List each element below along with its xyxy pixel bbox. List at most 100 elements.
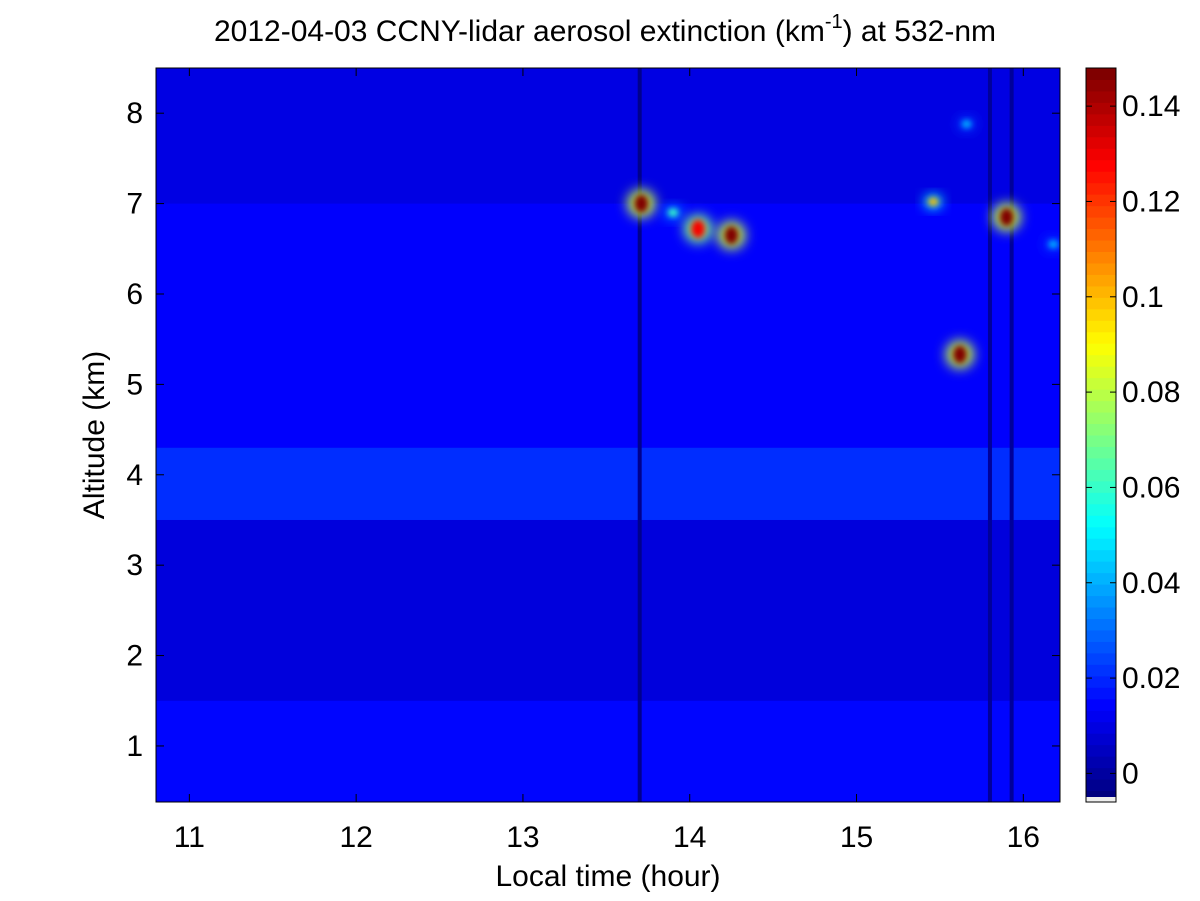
colorbar-tick-label: 0.12 (1122, 185, 1180, 218)
colorbar-swatch (1086, 194, 1116, 207)
colorbar-swatch (1086, 629, 1116, 642)
colorbar-swatch (1086, 251, 1116, 264)
colorbar-swatch (1086, 366, 1116, 379)
colorbar-swatch (1086, 400, 1116, 413)
colorbar-swatch (1086, 756, 1116, 769)
colorbar-under-swatch (1086, 797, 1116, 802)
aerosol-layer-boundary-layer-lower (156, 519, 1060, 701)
colorbar-tick-label: 0.14 (1122, 90, 1180, 123)
cloud-features (627, 117, 1060, 369)
colorbar-swatch (1086, 412, 1116, 425)
colorbar-swatch (1086, 389, 1116, 402)
colorbar-swatch (1086, 125, 1116, 138)
plot-frame (155, 67, 1061, 803)
x-tick-label: 15 (840, 821, 873, 854)
colorbar-swatch (1086, 79, 1116, 92)
x-tick-label: 11 (174, 821, 205, 854)
colorbar-swatch (1086, 182, 1116, 195)
colorbar-swatch (1086, 457, 1116, 470)
y-tick-label: 5 (126, 368, 143, 401)
y-tick-label: 3 (126, 549, 143, 582)
colorbar-swatch (1086, 675, 1116, 688)
colorbar-swatch (1086, 159, 1116, 172)
x-tick-label: 13 (506, 821, 539, 854)
colorbar-swatch (1086, 320, 1116, 333)
colorbar-swatch (1086, 572, 1116, 585)
cloud-feature (691, 219, 706, 238)
cloud-feature (999, 208, 1014, 227)
colorbar-swatch (1086, 343, 1116, 356)
colorbar-swatch (1086, 262, 1116, 275)
x-axis: 11 12 13 14 15 16 (174, 68, 1040, 854)
aerosol-layer-low-aerosol-base (156, 700, 1060, 801)
cloud-feature (1048, 240, 1059, 249)
colorbar-swatch (1086, 721, 1116, 734)
colorbar-swatch (1086, 618, 1116, 631)
y-tick-label: 1 (126, 730, 143, 763)
y-tick-label: 6 (126, 278, 143, 311)
colorbar-swatch (1086, 205, 1116, 218)
plot-area (156, 68, 1060, 802)
aerosol-layer-elevated-aerosol-layer (156, 447, 1060, 520)
colorbar-swatch (1086, 492, 1116, 505)
y-tick-label: 7 (126, 188, 143, 221)
cloud-feature (961, 120, 972, 129)
colorbar-swatch (1086, 274, 1116, 287)
colorbar-swatch (1086, 710, 1116, 723)
aerosol-layer-upper-troposphere (156, 68, 1060, 204)
colorbar-tick-label: 0.08 (1122, 376, 1180, 409)
colorbar-swatch (1086, 790, 1116, 803)
aerosol-layer-free-troposphere (156, 203, 1060, 448)
colorbar-swatch (1086, 503, 1116, 516)
colorbar-swatch (1086, 767, 1116, 780)
data-gaps (637, 68, 1014, 802)
colorbar-swatch (1086, 469, 1116, 482)
colorbar-swatch (1086, 217, 1116, 230)
colorbar-swatch (1086, 664, 1116, 677)
colorbar-swatch (1086, 228, 1116, 241)
data-gap-column (987, 68, 992, 802)
colorbar-swatch (1086, 377, 1116, 390)
colorbar-swatch (1086, 331, 1116, 344)
colorbar-swatch (1086, 423, 1116, 436)
colorbar-swatch (1086, 733, 1116, 746)
colorbar-tick-label: 0.1 (1122, 281, 1164, 314)
colorbar-swatch (1086, 297, 1116, 310)
colorbar-swatch (1086, 595, 1116, 608)
colorbar-swatch (1086, 538, 1116, 551)
colorbar-swatch (1086, 584, 1116, 597)
aerosol-layers (156, 68, 1060, 801)
colorbar-swatch (1086, 744, 1116, 757)
colorbar-frame (1085, 67, 1117, 803)
colorbar-swatch (1086, 779, 1116, 792)
x-tick-label: 16 (1007, 821, 1040, 854)
colorbar-swatch (1086, 285, 1116, 298)
x-tick-label: 12 (339, 821, 372, 854)
colorbar-tick-label: 0.02 (1122, 662, 1180, 695)
colorbar-swatch (1086, 90, 1116, 103)
colorbar-tick-label: 0.04 (1122, 567, 1180, 600)
colorbar-swatch (1086, 515, 1116, 528)
colorbar-tick-label: 0 (1122, 757, 1139, 790)
colorbar-swatch (1086, 549, 1116, 562)
x-tick-label: 14 (673, 821, 706, 854)
colorbar: 0 0.02 0.04 0.06 0.08 0.1 0.12 0.14 (1085, 67, 1180, 803)
colorbar-swatch (1086, 641, 1116, 654)
cloud-feature (634, 194, 649, 213)
colorbar-swatch (1086, 446, 1116, 459)
colorbar-swatch (1086, 308, 1116, 321)
colorbar-swatch (1086, 136, 1116, 149)
colorbar-swatch (1086, 526, 1116, 539)
colorbar-swatch (1086, 240, 1116, 252)
colorbar-swatch (1086, 652, 1116, 665)
y-tick-label: 4 (126, 459, 143, 492)
colorbar-swatch (1086, 68, 1116, 80)
colorbar-swatch (1086, 171, 1116, 184)
x-axis-label: Local time (hour) (495, 860, 720, 893)
y-tick-label: 2 (126, 640, 143, 673)
colorbar-swatch (1086, 354, 1116, 367)
colorbar-swatch (1086, 687, 1116, 700)
colorbar-swatch (1086, 148, 1116, 161)
